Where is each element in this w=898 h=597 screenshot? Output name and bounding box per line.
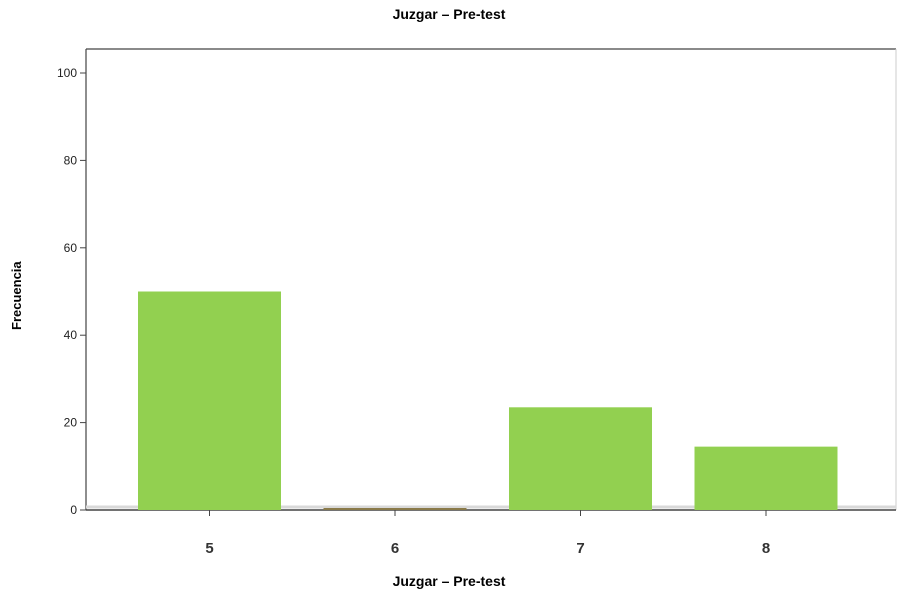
bar-5 xyxy=(138,291,281,510)
y-tick-label: 60 xyxy=(64,241,78,255)
bar-6 xyxy=(323,508,467,510)
x-axis-title: Juzgar – Pre-test xyxy=(392,573,506,589)
y-tick-label: 40 xyxy=(64,328,78,342)
y-tick-label: 20 xyxy=(64,416,78,430)
x-tick-label: 7 xyxy=(576,540,584,557)
x-tick-label: 6 xyxy=(391,540,399,557)
bar-8 xyxy=(694,446,838,510)
y-tick-label: 80 xyxy=(64,153,78,167)
y-tick-label: 0 xyxy=(70,503,77,517)
chart-title: Juzgar – Pre-test xyxy=(392,6,506,22)
bar-7 xyxy=(509,407,652,510)
y-tick-label: 100 xyxy=(57,66,77,80)
x-tick-label: 5 xyxy=(205,540,213,557)
x-tick-label: 8 xyxy=(762,540,770,557)
